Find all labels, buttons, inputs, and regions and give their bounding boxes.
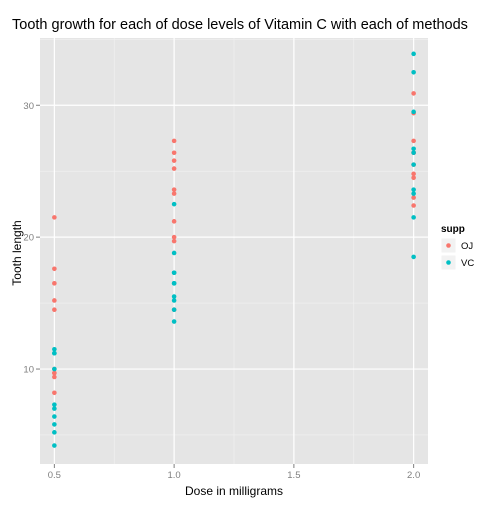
data-point-vc [52, 402, 57, 407]
data-point-oj [52, 266, 57, 272]
data-point-oj [52, 215, 57, 220]
data-point-vc [171, 250, 177, 256]
grid-lines [40, 38, 428, 464]
data-point-vc [411, 215, 416, 220]
data-point-oj [171, 150, 177, 156]
data-point-oj [52, 281, 57, 286]
axis-ticks: 0.5 1.0 1.5 2.0 10 20 30 [23, 101, 420, 481]
legend: supp OJ VC [440, 224, 474, 271]
data-point-oj [171, 219, 177, 224]
x-tick-label: 2.0 [407, 470, 420, 481]
x-tick-label: 0.5 [48, 470, 61, 481]
data-point-vc [171, 201, 177, 207]
data-point-vc [411, 150, 416, 156]
data-point-oj [171, 234, 177, 240]
data-point-oj [171, 138, 177, 144]
legend-label-vc: VC [461, 258, 474, 269]
data-point-vc [171, 298, 177, 303]
y-tick-label: 30 [23, 101, 34, 112]
data-point-vc [411, 69, 416, 75]
data-point-oj [52, 374, 57, 380]
x-tick-label: 1.0 [168, 470, 181, 481]
data-point-vc [52, 443, 57, 448]
data-point-oj [411, 203, 416, 208]
data-point-vc [411, 254, 416, 260]
data-point-vc [411, 109, 416, 115]
data-points [52, 51, 416, 448]
data-point-oj [171, 191, 177, 196]
data-point-vc [411, 162, 416, 167]
data-point-oj [171, 187, 177, 192]
data-point-vc [171, 281, 177, 286]
data-point-vc [52, 422, 57, 427]
data-point-vc [171, 270, 177, 276]
legend-keys: OJ VC [440, 237, 474, 271]
data-point-vc [411, 51, 416, 57]
data-point-vc [171, 294, 177, 299]
data-point-oj [171, 166, 177, 171]
data-point-oj [411, 175, 416, 181]
data-point-vc [411, 187, 416, 192]
data-point-oj [52, 298, 57, 303]
data-point-vc [171, 319, 177, 324]
chart-title: Tooth growth for each of dose levels of … [12, 17, 468, 33]
y-tick-label: 10 [23, 365, 34, 376]
legend-title: supp [441, 224, 465, 235]
data-point-oj [411, 171, 416, 177]
data-point-oj [411, 195, 416, 200]
y-tick-label: 20 [23, 233, 34, 244]
data-point-vc [52, 366, 57, 372]
y-axis-label: Tooth length [10, 220, 24, 285]
data-point-vc [171, 307, 177, 312]
data-point-vc [52, 414, 57, 419]
data-point-oj [52, 307, 57, 312]
data-point-oj [171, 238, 177, 244]
data-point-vc [52, 430, 57, 435]
data-point-oj [411, 91, 416, 96]
data-point-oj [411, 138, 416, 144]
x-axis-label: Dose in milligrams [185, 484, 283, 498]
legend-key-oj [446, 243, 451, 248]
data-point-oj [171, 158, 177, 163]
x-tick-label: 1.5 [287, 470, 300, 481]
data-point-vc [52, 346, 57, 352]
data-point-vc [411, 191, 416, 196]
data-point-vc [52, 406, 57, 411]
data-point-vc [52, 350, 57, 356]
data-point-oj [52, 390, 57, 396]
data-point-oj [52, 370, 57, 376]
data-point-vc [411, 146, 416, 152]
legend-label-oj: OJ [461, 241, 473, 252]
legend-key-vc [446, 260, 451, 265]
